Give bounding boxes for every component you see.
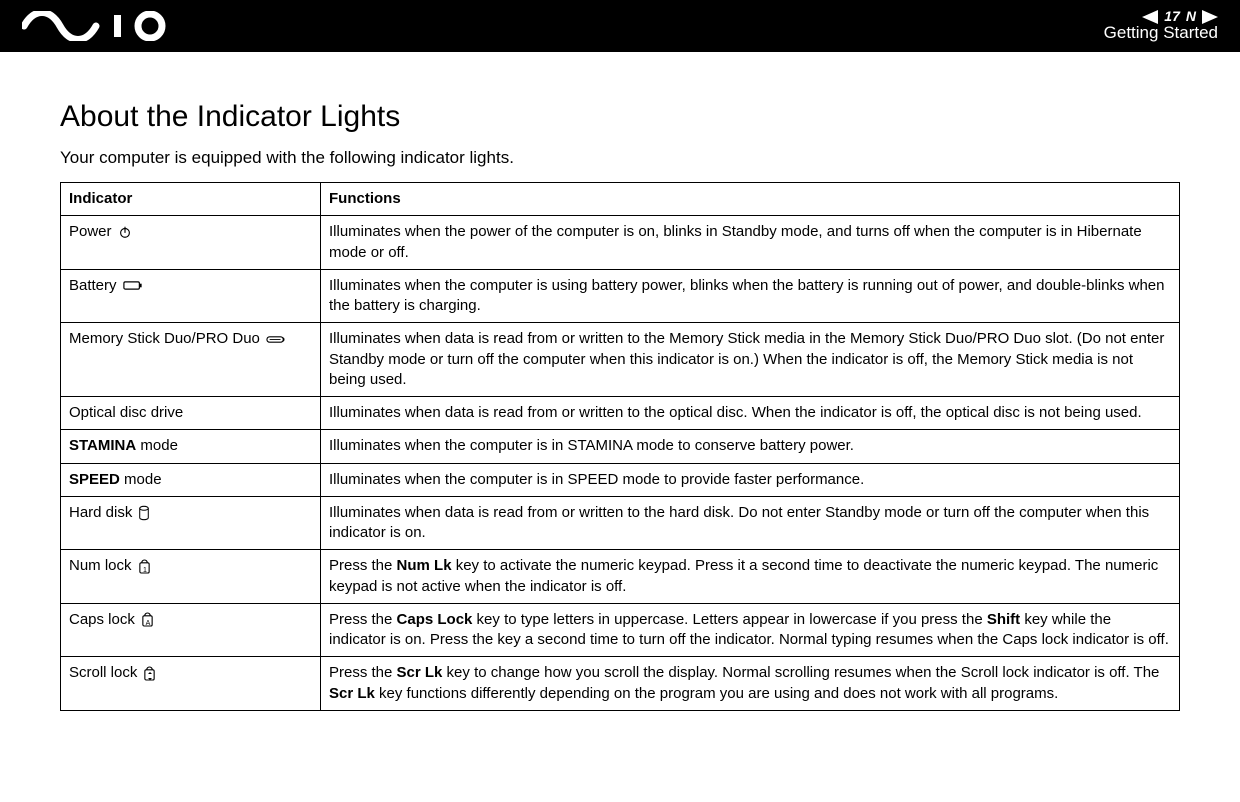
table-row: Scroll lock Press the Scr Lk key to chan… <box>61 657 1180 711</box>
indicator-cell: Memory Stick Duo/PRO Duo <box>61 323 321 397</box>
indicator-label: Battery <box>69 276 117 296</box>
table-row: Power Illuminates when the power of the … <box>61 216 1180 270</box>
svg-text:1: 1 <box>143 567 147 574</box>
functions-cell: Illuminates when data is read from or wr… <box>321 397 1180 430</box>
indicator-cell: Battery <box>61 269 321 323</box>
col-indicator: Indicator <box>61 183 321 216</box>
indicator-label: Memory Stick Duo/PRO Duo <box>69 329 260 349</box>
indicator-label: Power <box>69 222 112 242</box>
indicator-cell: Optical disc drive <box>61 397 321 430</box>
scrolllock-icon <box>143 665 156 682</box>
indicator-label: Num lock <box>69 556 132 576</box>
indicator-label: Caps lock <box>69 610 135 630</box>
vaio-logo <box>22 0 172 52</box>
page-number: 17 <box>1164 9 1180 24</box>
table-row: Num lock 1Press the Num Lk key to activa… <box>61 550 1180 604</box>
numlock-icon: 1 <box>138 558 151 575</box>
table-row: Memory Stick Duo/PRO Duo Illuminates whe… <box>61 323 1180 397</box>
table-row: SPEED mode Illuminates when the computer … <box>61 463 1180 496</box>
table-row: STAMINA mode Illuminates when the compute… <box>61 430 1180 463</box>
indicator-cell: Caps lock A <box>61 603 321 657</box>
capslock-icon: A <box>141 611 154 628</box>
page-title: About the Indicator Lights <box>60 100 1180 134</box>
battery-icon <box>123 280 143 291</box>
indicator-cell: STAMINA mode <box>61 430 321 463</box>
indicator-label: Scroll lock <box>69 663 137 683</box>
indicator-label: STAMINA mode <box>69 436 178 456</box>
table-row: Optical disc drive Illuminates when data … <box>61 397 1180 430</box>
indicator-cell: Hard disk <box>61 496 321 550</box>
table-header-row: Indicator Functions <box>61 183 1180 216</box>
functions-cell: Illuminates when the power of the comput… <box>321 216 1180 270</box>
functions-cell: Illuminates when data is read from or wr… <box>321 496 1180 550</box>
indicator-cell: Num lock 1 <box>61 550 321 604</box>
header-bar: 17 N Getting Started <box>0 0 1240 52</box>
functions-cell: Press the Caps Lock key to type letters … <box>321 603 1180 657</box>
page-letter: N <box>1186 9 1196 24</box>
functions-cell: Press the Scr Lk key to change how you s… <box>321 657 1180 711</box>
indicator-label: Optical disc drive <box>69 403 183 423</box>
power-icon <box>118 225 132 239</box>
indicator-label: Hard disk <box>69 503 132 523</box>
functions-cell: Illuminates when data is read from or wr… <box>321 323 1180 397</box>
functions-cell: Illuminates when the computer is in STAM… <box>321 430 1180 463</box>
page-content: About the Indicator Lights Your computer… <box>0 52 1240 741</box>
indicator-cell: Power <box>61 216 321 270</box>
table-row: Hard disk Illuminates when data is read … <box>61 496 1180 550</box>
next-page-arrow-icon[interactable] <box>1202 10 1218 24</box>
functions-cell: Press the Num Lk key to activate the num… <box>321 550 1180 604</box>
table-row: Battery Illuminates when the computer is… <box>61 269 1180 323</box>
functions-cell: Illuminates when the computer is in SPEE… <box>321 463 1180 496</box>
harddisk-icon <box>138 505 150 521</box>
section-name: Getting Started <box>1104 24 1218 43</box>
memorystick-icon <box>266 334 286 345</box>
functions-cell: Illuminates when the computer is using b… <box>321 269 1180 323</box>
indicator-table: Indicator Functions Power Illuminates wh… <box>60 182 1180 711</box>
header-nav: 17 N Getting Started <box>1104 9 1218 43</box>
indicator-label: SPEED mode <box>69 470 162 490</box>
col-functions: Functions <box>321 183 1180 216</box>
page-intro: Your computer is equipped with the follo… <box>60 148 1180 168</box>
table-row: Caps lock APress the Caps Lock key to ty… <box>61 603 1180 657</box>
indicator-cell: SPEED mode <box>61 463 321 496</box>
svg-text:A: A <box>146 620 151 627</box>
indicator-cell: Scroll lock <box>61 657 321 711</box>
prev-page-arrow-icon[interactable] <box>1142 10 1158 24</box>
